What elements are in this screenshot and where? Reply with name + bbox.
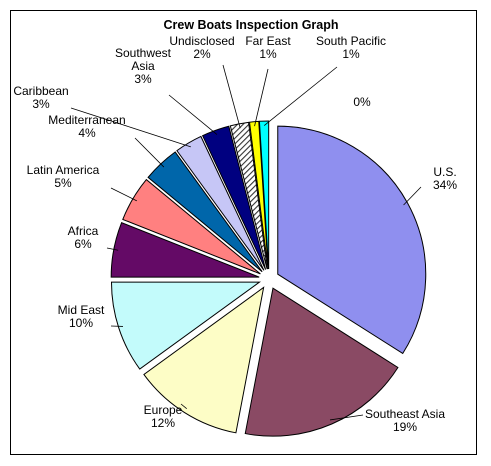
- pie-slice-south-pacific: [258, 120, 270, 270]
- pie-slice-europe: [143, 286, 265, 434]
- pie-chart: Crew Boats Inspection Graph U.S. 34% South…: [13, 18, 457, 437]
- leader-line: [106, 247, 119, 251]
- pie-slice-southwest-asia: [201, 125, 267, 270]
- pie-slice-mid-east: [110, 281, 262, 370]
- pie-slice-southeast-asia: [244, 287, 399, 437]
- slice-label: Latin America 5%: [27, 163, 100, 190]
- slice-label: Africa 6%: [68, 224, 99, 251]
- chart-frame: Crew Boats Inspection Graph U.S. 34% South…: [10, 10, 477, 455]
- leader-lines: [70, 64, 422, 421]
- leader-line: [180, 403, 187, 409]
- slice-label: Mid East 10%: [58, 303, 105, 330]
- pie-slices: [110, 120, 427, 437]
- slice-label: Undisclosed 2%: [169, 34, 234, 61]
- slice-labels: U.S. 34% Southeast Asia 19% Europe 12% Mid Eas…: [13, 34, 457, 434]
- leader-line: [254, 68, 269, 127]
- slice-label: Mediterranean 4%: [48, 113, 125, 140]
- leader-line: [168, 94, 218, 135]
- slice-label: Caribbean 3%: [13, 84, 68, 111]
- pie-slice-u.s.: [277, 125, 427, 355]
- slice-label: Europe 12%: [144, 403, 183, 430]
- leader-line: [222, 64, 241, 129]
- slice-label: U.S. 34%: [433, 165, 457, 192]
- slice-label: South Pacific 1%: [316, 34, 386, 61]
- slice-label: Southeast Asia 19%: [365, 407, 445, 434]
- slice-label: Far East 1%: [245, 34, 291, 61]
- leader-line: [263, 66, 338, 126]
- leader-line: [70, 107, 191, 148]
- leader-line: [403, 186, 422, 206]
- leader-line: [134, 137, 165, 168]
- leader-line: [329, 414, 364, 421]
- slice-label: Southwest Asia 3%: [115, 46, 172, 86]
- leader-line: [110, 187, 137, 202]
- pie-slice-caribbean: [176, 135, 265, 271]
- slice-label: 0%: [353, 95, 371, 109]
- pie-slice-far-east: [248, 120, 269, 270]
- chart-title: Crew Boats Inspection Graph: [163, 18, 338, 32]
